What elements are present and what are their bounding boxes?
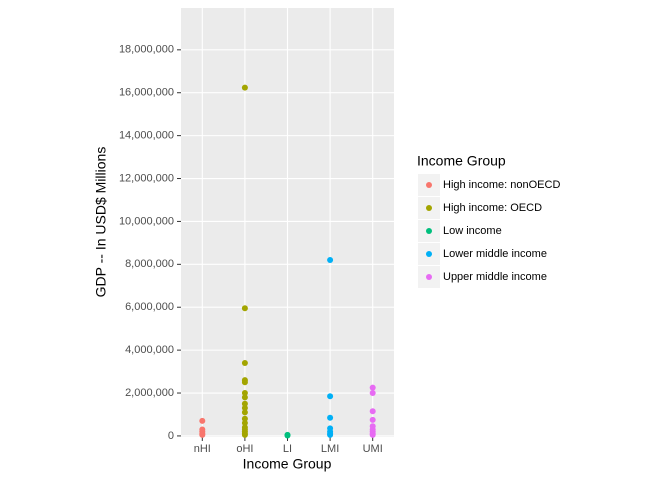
point — [241, 409, 248, 416]
y-tick-label: 8,000,000 — [125, 258, 174, 270]
legend-label: Upper middle income — [443, 271, 547, 283]
point — [241, 390, 248, 397]
point — [241, 400, 248, 407]
point — [241, 420, 248, 427]
legend-swatch — [426, 205, 432, 211]
point — [241, 394, 248, 401]
x-tick-label: nHI — [194, 443, 211, 455]
x-axis-title: Income Group — [243, 456, 332, 472]
point — [241, 359, 248, 366]
point — [369, 416, 376, 423]
x-tick-label: UMI — [363, 443, 383, 455]
point — [327, 393, 334, 400]
point — [199, 431, 206, 438]
x-tick-label: oHI — [236, 443, 253, 455]
y-tick-label: 14,000,000 — [119, 130, 174, 142]
x-tick-label: LMI — [321, 443, 339, 455]
point — [369, 390, 376, 397]
point — [241, 431, 248, 438]
point — [241, 379, 248, 386]
y-tick-label: 6,000,000 — [125, 301, 174, 313]
y-tick-label: 2,000,000 — [125, 387, 174, 399]
legend-label: High income: OECD — [443, 202, 542, 214]
y-tick-label: 0 — [168, 430, 174, 442]
legend-swatch — [426, 228, 432, 234]
legend-title: Income Group — [417, 153, 506, 169]
point — [327, 431, 334, 438]
legend-swatch — [426, 274, 432, 280]
legend-label: High income: nonOECD — [443, 179, 560, 191]
y-tick-label: 12,000,000 — [119, 172, 174, 184]
point — [327, 257, 334, 264]
point — [241, 84, 248, 91]
point — [369, 384, 376, 391]
y-tick-label: 18,000,000 — [119, 44, 174, 56]
point — [327, 414, 334, 421]
y-axis-title: GDP -- In USD$ Millions — [93, 147, 109, 298]
point — [241, 305, 248, 312]
y-tick-label: 4,000,000 — [125, 344, 174, 356]
point — [369, 408, 376, 415]
legend-label: Low income — [443, 225, 502, 237]
point — [284, 432, 291, 439]
x-tick-label: LI — [283, 443, 292, 455]
y-tick-label: 10,000,000 — [119, 215, 174, 227]
y-tick-label: 16,000,000 — [119, 87, 174, 99]
point — [241, 415, 248, 422]
point — [241, 405, 248, 412]
legend-swatch — [426, 251, 432, 257]
legend-swatch — [426, 182, 432, 188]
point — [199, 417, 206, 424]
legend-label: Lower middle income — [443, 248, 547, 260]
point — [369, 431, 376, 438]
